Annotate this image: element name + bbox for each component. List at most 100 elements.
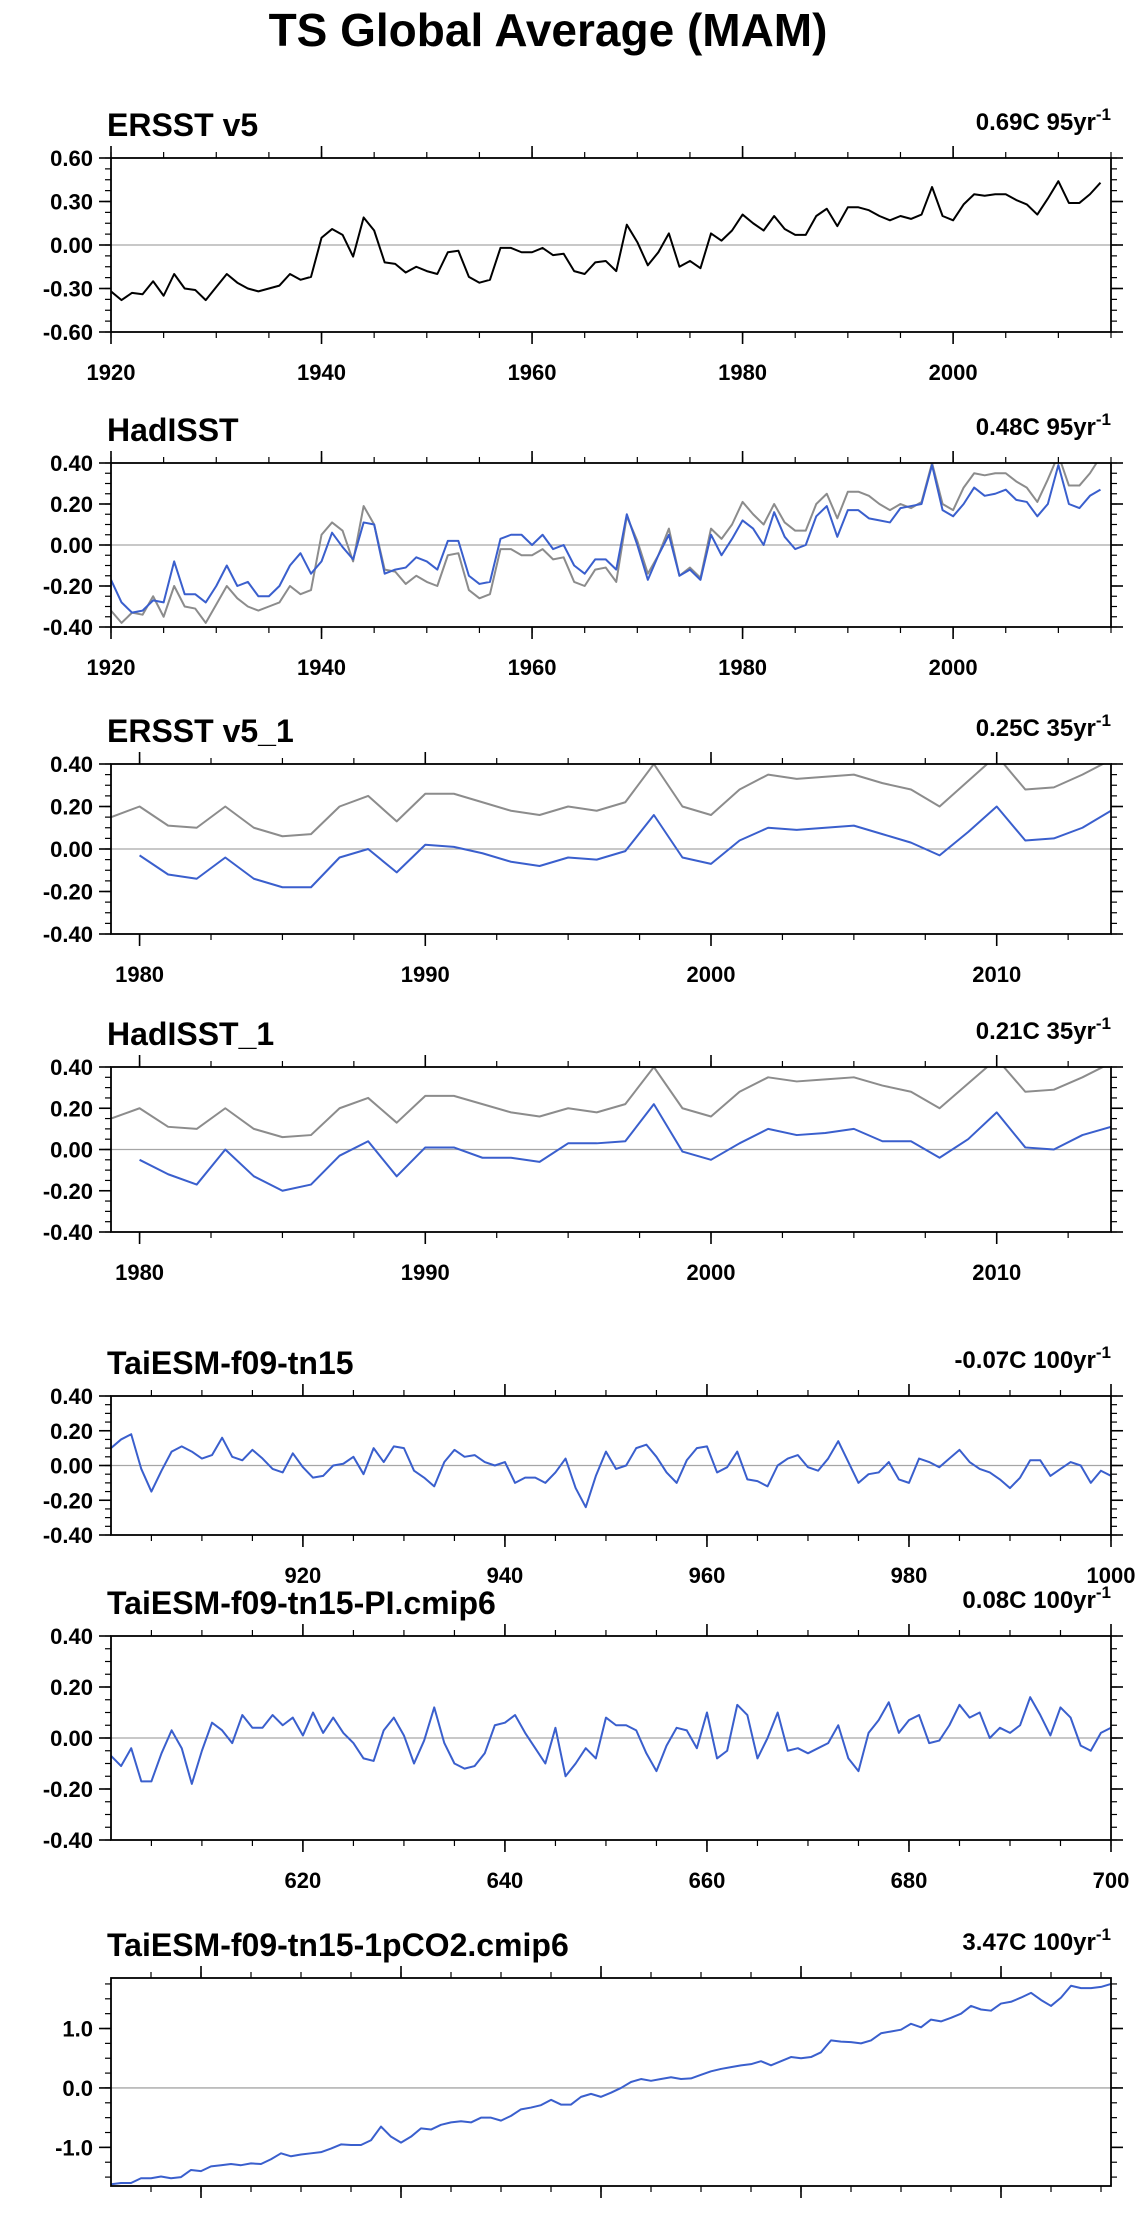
y-tick-label: -0.20 — [43, 1777, 93, 1802]
plot-frame — [110, 157, 1112, 333]
plot-frame — [110, 1395, 1112, 1536]
y-tick-label: -0.20 — [43, 1179, 93, 1204]
plot-frame — [110, 462, 1112, 628]
trend-label: 0.48C 95yr-1 — [976, 410, 1111, 441]
y-tick-label: 0.20 — [50, 492, 93, 517]
plot-frame — [110, 1977, 1112, 2187]
panel-title: TaiESM-f09-tn15 — [107, 1345, 354, 1381]
y-tick-label: 0.40 — [50, 451, 93, 476]
y-tick-label: -0.30 — [43, 277, 93, 302]
x-tick-label: 1980 — [718, 360, 767, 385]
panel-4: HadISST_1 0.21C 35yr-1 -0.40 -0.20 0.00 0.20 0… — [43, 1014, 1123, 1285]
x-tick-label: 980 — [891, 1563, 928, 1588]
x-tick-label: 940 — [487, 1563, 524, 1588]
panel-3: ERSST v5_1 0.25C 35yr-1 -0.40 -0.20 0.00 0.20… — [43, 711, 1123, 987]
x-tick-label: 920 — [285, 1563, 322, 1588]
y-tick-label: -0.40 — [43, 1220, 93, 1245]
panel-2: HadISST 0.48C 95yr-1 -0.40 -0.20 0.00 0.20 0.4… — [43, 410, 1123, 680]
trend-exponent: -1 — [1096, 1343, 1111, 1362]
panel-title: ERSST v5 — [107, 107, 258, 143]
y-tick-label: 0.30 — [50, 190, 93, 215]
panel-5: TaiESM-f09-tn15 -0.07C 100yr-1 -0.40 -0.20 0… — [43, 1343, 1136, 1588]
y-tick-label: -0.20 — [43, 574, 93, 599]
trend-text: 0.48C 95yr — [976, 414, 1096, 441]
trend-label: 0.08C 100yr-1 — [962, 1583, 1111, 1614]
panel-title: HadISST — [107, 412, 239, 448]
x-tick-label: 1960 — [508, 360, 557, 385]
trend-text: 0.25C 35yr — [976, 715, 1096, 742]
panel-title: TaiESM-f09-tn15-PI.cmip6 — [107, 1585, 496, 1621]
x-tick-label: 2000 — [929, 655, 978, 680]
trend-exponent: -1 — [1096, 1925, 1111, 1944]
y-tick-label: -0.40 — [43, 615, 93, 640]
plot-frame — [110, 1066, 1112, 1233]
x-tick-label: 660 — [689, 1868, 726, 1893]
series-line-2 — [139, 1103, 1111, 1192]
x-tick-label: 2010 — [972, 962, 1021, 987]
x-tick-label: 700 — [1093, 1868, 1130, 1893]
trend-text: 0.21C 35yr — [976, 1018, 1096, 1045]
y-tick-label: 0.00 — [50, 1726, 93, 1751]
x-tick-label: 2000 — [929, 360, 978, 385]
trend-exponent: -1 — [1096, 1014, 1111, 1033]
figure-title: TS Global Average (MAM) — [269, 4, 828, 56]
y-tick-label: 0.40 — [50, 1055, 93, 1080]
y-tick-label: -0.20 — [43, 880, 93, 905]
y-tick-label: 0.20 — [50, 1675, 93, 1700]
y-tick-label: 0.00 — [50, 837, 93, 862]
y-tick-label: 0.00 — [50, 533, 93, 558]
x-tick-label: 1940 — [297, 360, 346, 385]
x-tick-label: 2000 — [687, 1260, 736, 1285]
x-tick-label: 1980 — [115, 1260, 164, 1285]
trend-label: 0.69C 95yr-1 — [976, 105, 1111, 136]
plot-frame — [110, 1635, 1112, 1841]
series-line-1 — [111, 1982, 1111, 2186]
y-tick-label: -1.0 — [55, 2135, 93, 2160]
series-line-1 — [111, 180, 1102, 302]
y-tick-label: 0.00 — [50, 233, 93, 258]
x-tick-label: 1000 — [1087, 1563, 1136, 1588]
y-tick-label: -0.40 — [43, 922, 93, 947]
panel-7: TaiESM-f09-tn15-1pCO2.cmip6 3.47C 100yr-1… — [55, 1925, 1123, 2220]
trend-exponent: -1 — [1096, 410, 1111, 429]
x-tick-label: 1920 — [87, 655, 136, 680]
y-tick-label: 0.40 — [50, 1384, 93, 1409]
y-tick-label: 0.60 — [50, 146, 93, 171]
series-line-1 — [111, 1433, 1111, 1509]
panel-1: ERSST v5 0.69C 95yr-1 -0.60 -0.30 0.00 0.30 0.… — [43, 105, 1123, 385]
series-line-2 — [139, 805, 1111, 889]
y-tick-label: 1.0 — [62, 2017, 93, 2042]
trend-text: -0.07C 100yr — [954, 1347, 1095, 1374]
x-tick-label: 1990 — [401, 1260, 450, 1285]
y-tick-label: 0.20 — [50, 1096, 93, 1121]
series-line-1 — [111, 1696, 1111, 1785]
trend-label: -0.07C 100yr-1 — [954, 1343, 1111, 1374]
x-tick-label: 960 — [689, 1563, 726, 1588]
x-tick-label: 1960 — [508, 655, 557, 680]
y-tick-label: -0.60 — [43, 320, 93, 345]
x-tick-label: 2010 — [972, 1260, 1021, 1285]
panel-title: TaiESM-f09-tn15-1pCO2.cmip6 — [107, 1927, 569, 1963]
y-tick-label: -0.40 — [43, 1828, 93, 1853]
trend-label: 0.25C 35yr-1 — [976, 711, 1111, 742]
x-tick-label: 680 — [891, 1868, 928, 1893]
y-tick-label: -0.20 — [43, 1488, 93, 1513]
y-tick-label: -0.40 — [43, 1523, 93, 1548]
panel-title: ERSST v5_1 — [107, 713, 294, 749]
x-tick-label: 620 — [285, 1868, 322, 1893]
x-tick-label: 1980 — [115, 962, 164, 987]
x-tick-label: 1990 — [401, 962, 450, 987]
series-line-1 — [111, 463, 1098, 624]
y-tick-label: 0.40 — [50, 752, 93, 777]
x-tick-label: 1980 — [718, 655, 767, 680]
y-tick-label: 0.40 — [50, 1624, 93, 1649]
trend-text: 0.08C 100yr — [962, 1587, 1095, 1614]
series-line-1 — [111, 1067, 1106, 1139]
series-line-1 — [111, 764, 1106, 838]
trend-label: 3.47C 100yr-1 — [962, 1925, 1111, 1956]
trend-label: 0.21C 35yr-1 — [976, 1014, 1111, 1045]
trend-exponent: -1 — [1096, 105, 1111, 124]
x-tick-label: 2000 — [687, 962, 736, 987]
